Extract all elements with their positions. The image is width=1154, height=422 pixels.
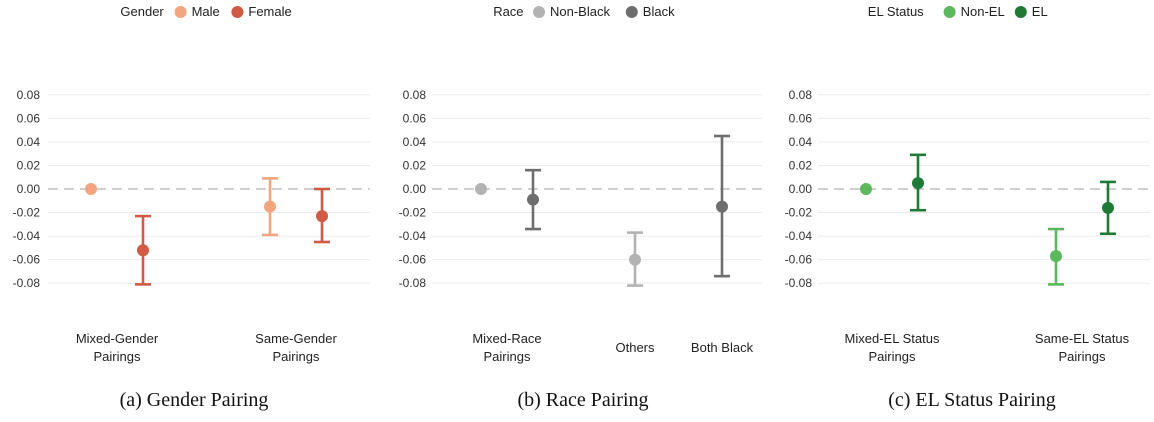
y-tick-label: 0.04 [403, 135, 427, 149]
y-tick-label: -0.08 [13, 276, 41, 290]
data-point [860, 183, 872, 195]
y-tick-label: 0.00 [17, 182, 41, 196]
legend-item-label: Non-EL [961, 4, 1005, 19]
data-point [137, 244, 149, 257]
category-label-line: Both Black [691, 340, 754, 355]
legend-marker [533, 6, 545, 18]
legend: Gender Male Female [120, 4, 291, 19]
category-label: Mixed-Gender Pairings [76, 331, 159, 364]
data-point [716, 200, 728, 213]
y-tick-label: 0.02 [17, 158, 41, 172]
category-label-line: Pairings [484, 349, 531, 364]
y-tick-label: 0.06 [789, 111, 813, 125]
y-tick-label: 0.04 [17, 135, 41, 149]
legend: EL Status Non-EL EL [868, 4, 1048, 19]
data-point [912, 177, 924, 190]
category-label-line: Same-Gender [255, 331, 337, 346]
legend-title: EL Status [868, 4, 924, 19]
category-label: Others [615, 340, 655, 355]
y-tick-label: -0.04 [399, 229, 427, 243]
legend-marker [231, 6, 244, 18]
y-tick-label: 0.00 [789, 182, 813, 196]
legend-title: Race [493, 4, 523, 19]
data-point [316, 210, 328, 223]
y-tick-label: 0.02 [403, 158, 427, 172]
panel-caption: (a) Gender Pairing [120, 389, 269, 411]
category-label-line: Pairings [1059, 349, 1106, 364]
y-tick-label: 0.00 [403, 182, 427, 196]
category-label-line: Same-EL Status [1035, 331, 1130, 346]
category-label-line: Pairings [869, 349, 916, 364]
panel-caption: (c) EL Status Pairing [888, 389, 1056, 411]
chart-panel-2: 0.08 0.06 0.04 0.02 0.00 -0.02 -0.04 -0.06 -0.08… [399, 4, 762, 411]
panel-caption: (b) Race Pairing [517, 389, 648, 411]
legend-marker [625, 6, 638, 18]
data-point [527, 193, 539, 206]
data-point [475, 183, 487, 195]
data-point [1050, 250, 1062, 263]
y-tick-label: 0.08 [403, 88, 427, 102]
y-tick-label: 0.06 [403, 111, 427, 125]
y-tick-label: -0.06 [785, 253, 813, 267]
legend: Race Non-Black Black [493, 4, 675, 19]
data-point [629, 253, 641, 266]
category-label-line: Mixed-Race [472, 331, 541, 346]
category-label: Mixed-Race Pairings [472, 331, 541, 364]
chart-panel-1: 0.08 0.06 0.04 0.02 0.00 -0.02 -0.04 -0.06 -0.08… [13, 4, 370, 411]
y-tick-label: -0.08 [785, 276, 813, 290]
category-label: Same-Gender Pairings [255, 331, 337, 364]
category-label-line: Pairings [273, 349, 320, 364]
y-tick-label: -0.04 [785, 229, 813, 243]
legend-item-label: EL [1032, 4, 1048, 19]
y-tick-label: -0.02 [399, 206, 427, 220]
category-label: Same-EL Status Pairings [1035, 331, 1130, 364]
legend-item-label: Non-Black [550, 4, 610, 19]
category-label-line: Mixed-Gender [76, 331, 159, 346]
data-point [85, 183, 97, 195]
category-label-line: Others [615, 340, 655, 355]
category-label-line: Mixed-EL Status [845, 331, 940, 346]
category-label: Both Black [691, 340, 754, 355]
data-point [264, 200, 276, 213]
y-tick-label: 0.06 [17, 111, 41, 125]
legend-marker [943, 6, 956, 18]
y-tick-label: -0.08 [399, 276, 427, 290]
y-tick-label: -0.06 [13, 253, 41, 267]
y-tick-label: 0.08 [17, 88, 41, 102]
legend-item-label: Female [248, 4, 291, 19]
y-tick-label: -0.04 [13, 229, 41, 243]
legend-title: Gender [120, 4, 164, 19]
legend-item-label: Male [192, 4, 220, 19]
data-point [1102, 201, 1114, 214]
legend-item-label: Black [643, 4, 675, 19]
category-label: Mixed-EL Status Pairings [845, 331, 940, 364]
y-tick-label: 0.02 [789, 158, 813, 172]
y-tick-label: 0.04 [789, 135, 813, 149]
y-tick-label: 0.08 [789, 88, 813, 102]
legend-marker [1014, 6, 1027, 18]
y-tick-label: -0.02 [13, 206, 41, 220]
y-tick-label: -0.02 [785, 206, 813, 220]
category-label-line: Pairings [94, 349, 141, 364]
chart-panel-3: 0.08 0.06 0.04 0.02 0.00 -0.02 -0.04 -0.06 -0.08… [785, 4, 1150, 411]
legend-marker [174, 6, 187, 18]
y-tick-label: -0.06 [399, 253, 427, 267]
